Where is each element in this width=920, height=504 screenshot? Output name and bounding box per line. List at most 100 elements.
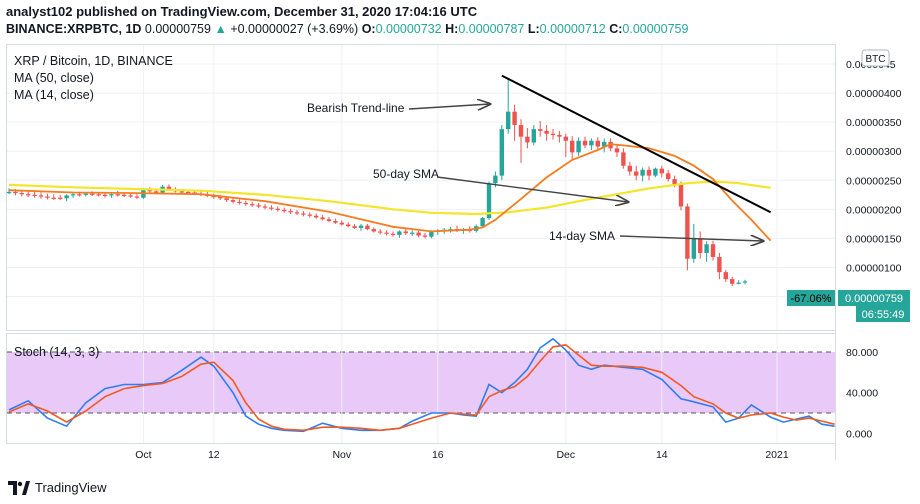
candle-body [115,194,120,196]
change-tag-box [787,290,835,306]
time-tick-label: 16 [432,449,444,461]
candle-body [614,148,620,153]
candle-body [83,193,88,195]
stoch-lines [8,337,835,433]
time-axis[interactable]: Oct 12 Nov 16 Dec 14 2021 [135,449,789,461]
candle-body [698,238,703,253]
candle-body [646,169,652,176]
time-tick-label: 14 [656,449,668,461]
candle-body [691,238,696,259]
candle-body [518,125,524,137]
stoch-d-line [8,344,835,432]
price-tag-box [838,290,910,306]
candle-body [256,205,261,207]
candle-body [621,152,626,166]
candle-body [550,133,556,135]
candle-body [51,197,56,199]
candle-body [717,257,722,273]
candle-body [544,130,549,134]
currency-badge-box[interactable] [861,49,890,67]
candle-body [640,169,645,176]
ma14-line [8,143,772,242]
tradingview-footer[interactable]: TradingView [8,480,107,495]
candle-body [384,232,389,234]
symbol-quote-line: BINANCE:XRPBTC, 1D 0.00000759 ▲ +0.00000… [6,22,688,36]
candle-body [358,225,364,228]
tradingview-logo-icon [8,480,30,495]
candle-body [704,244,709,253]
candle-body [32,194,37,197]
candle-body [525,136,530,143]
ma50-legend: MA (50, close) [14,71,94,85]
stoch-tick-label: 80.000 [846,347,878,359]
candle-body [493,175,498,184]
annotation-label: 50-day SMA [373,167,439,181]
candle-body [58,197,63,199]
candle-body [288,211,293,213]
candle-body [250,204,255,206]
candle-body [538,129,543,131]
candle-body [595,140,600,147]
candle-body [102,194,108,197]
candle-body [128,195,133,197]
candle-body [122,194,127,197]
candle-body [480,218,485,227]
open-label: O: [361,22,376,36]
candle-body [589,140,594,146]
tradingview-brand: TradingView [35,480,107,495]
candle-body [499,129,504,176]
candle-body [294,212,300,214]
high-label: H: [445,22,459,36]
candle-body [282,209,287,212]
candle-body [13,191,18,194]
time-tick-label: 12 [208,449,220,461]
candle-body [570,140,575,153]
annotation-label: Bearish Trend-line [307,101,405,115]
candle-body [653,168,658,176]
candle-body [352,226,357,228]
candle-body [672,179,677,185]
bearish-trend-line [501,74,772,214]
candle-body [192,192,197,194]
candle-body [109,194,114,196]
candle-body [314,215,319,218]
open-value: 0.00000732 [375,22,442,36]
candle-body [730,279,735,284]
candle-body [627,165,632,172]
candle-body [90,193,95,195]
candle-body [320,217,325,220]
candle-body [685,206,690,259]
price-tick-label: 0.00000350 [846,117,902,129]
candle-body [64,195,69,199]
annotation-arrow [619,236,763,241]
last-price: 0.00000759 [144,22,211,36]
countdown-tag: 06:55:49 [862,309,905,321]
candle-body [19,193,24,195]
candle-body [243,202,248,205]
candle-body [166,186,172,190]
symbol-label: BINANCE:XRPBTC, 1D [6,22,142,36]
candle-body [218,197,223,199]
stoch-tick-label: 40.000 [846,388,878,400]
price-change: +0.00000027 (+3.69%) [230,22,359,36]
candle-body [557,134,562,137]
candle-body [506,111,511,130]
annotations: Bearish Trend-line 50-day SMA 14-day SMA [307,101,763,243]
high-value: 0.00000787 [458,22,525,36]
currency-badge[interactable]: BTC [866,54,886,65]
candle-body [326,219,332,221]
candle-body [307,214,312,216]
candle-body [339,222,344,225]
price-axis[interactable]: 0.00000450.000004000.000003500.000003000… [846,59,902,440]
price-tick-label: 0.00000250 [846,175,902,187]
ma50-line [8,180,771,216]
price-tick-label: 0.00000150 [846,233,902,245]
countdown-tag-box [856,306,910,322]
price-tag: 0.00000759 [845,293,903,305]
candle-body [378,231,383,233]
candle-body [77,194,82,196]
candle-body [230,200,236,202]
candle-body [179,191,184,193]
change-tag: -67.06% [791,293,832,305]
